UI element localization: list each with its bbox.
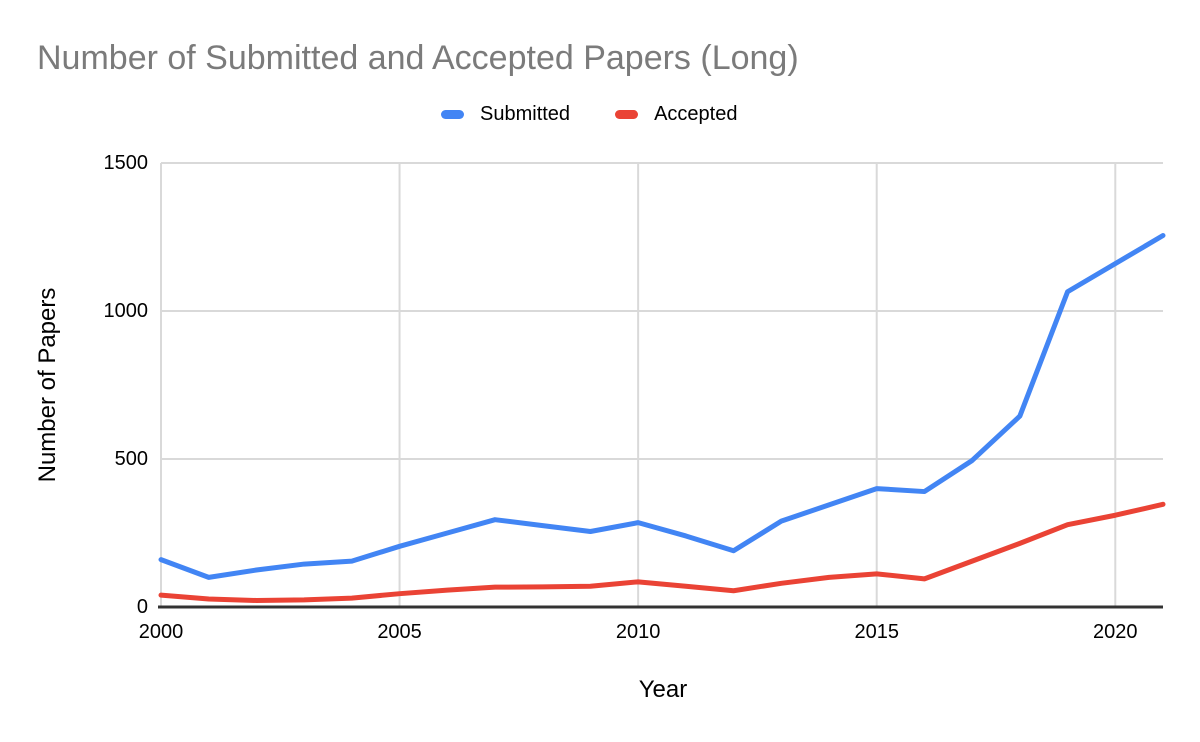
y-tick-label-500: 500: [114, 448, 148, 470]
x-tick-label-2010: 2010: [615, 621, 661, 643]
series-line-accepted[interactable]: [158, 501, 1166, 603]
y-tick-label-1500: 1500: [103, 152, 149, 174]
chart-title: Number of Submitted and Accepted Papers …: [37, 39, 799, 77]
x-tick-label-2020: 2020: [1093, 621, 1138, 643]
legend-item-accepted[interactable]: Accepted: [615, 103, 737, 126]
legend: Submitted Accepted: [441, 100, 737, 128]
x-axis-title: Year: [638, 676, 688, 703]
legend-label-accepted: Accepted: [654, 102, 738, 125]
legend-label-submitted: Submitted: [480, 102, 571, 125]
legend-swatch-accepted-icon: [615, 109, 639, 119]
x-tick-label-2005: 2005: [377, 621, 422, 643]
x-tick-label-2000: 2000: [138, 621, 184, 643]
x-tick-label-2015: 2015: [854, 621, 899, 643]
y-tick-label-1000: 1000: [103, 300, 149, 322]
series-line-submitted[interactable]: [158, 233, 1166, 580]
y-tick-label-0: 0: [136, 596, 148, 618]
legend-swatch-submitted-icon: [441, 109, 464, 119]
legend-item-submitted[interactable]: Submitted: [441, 103, 570, 126]
